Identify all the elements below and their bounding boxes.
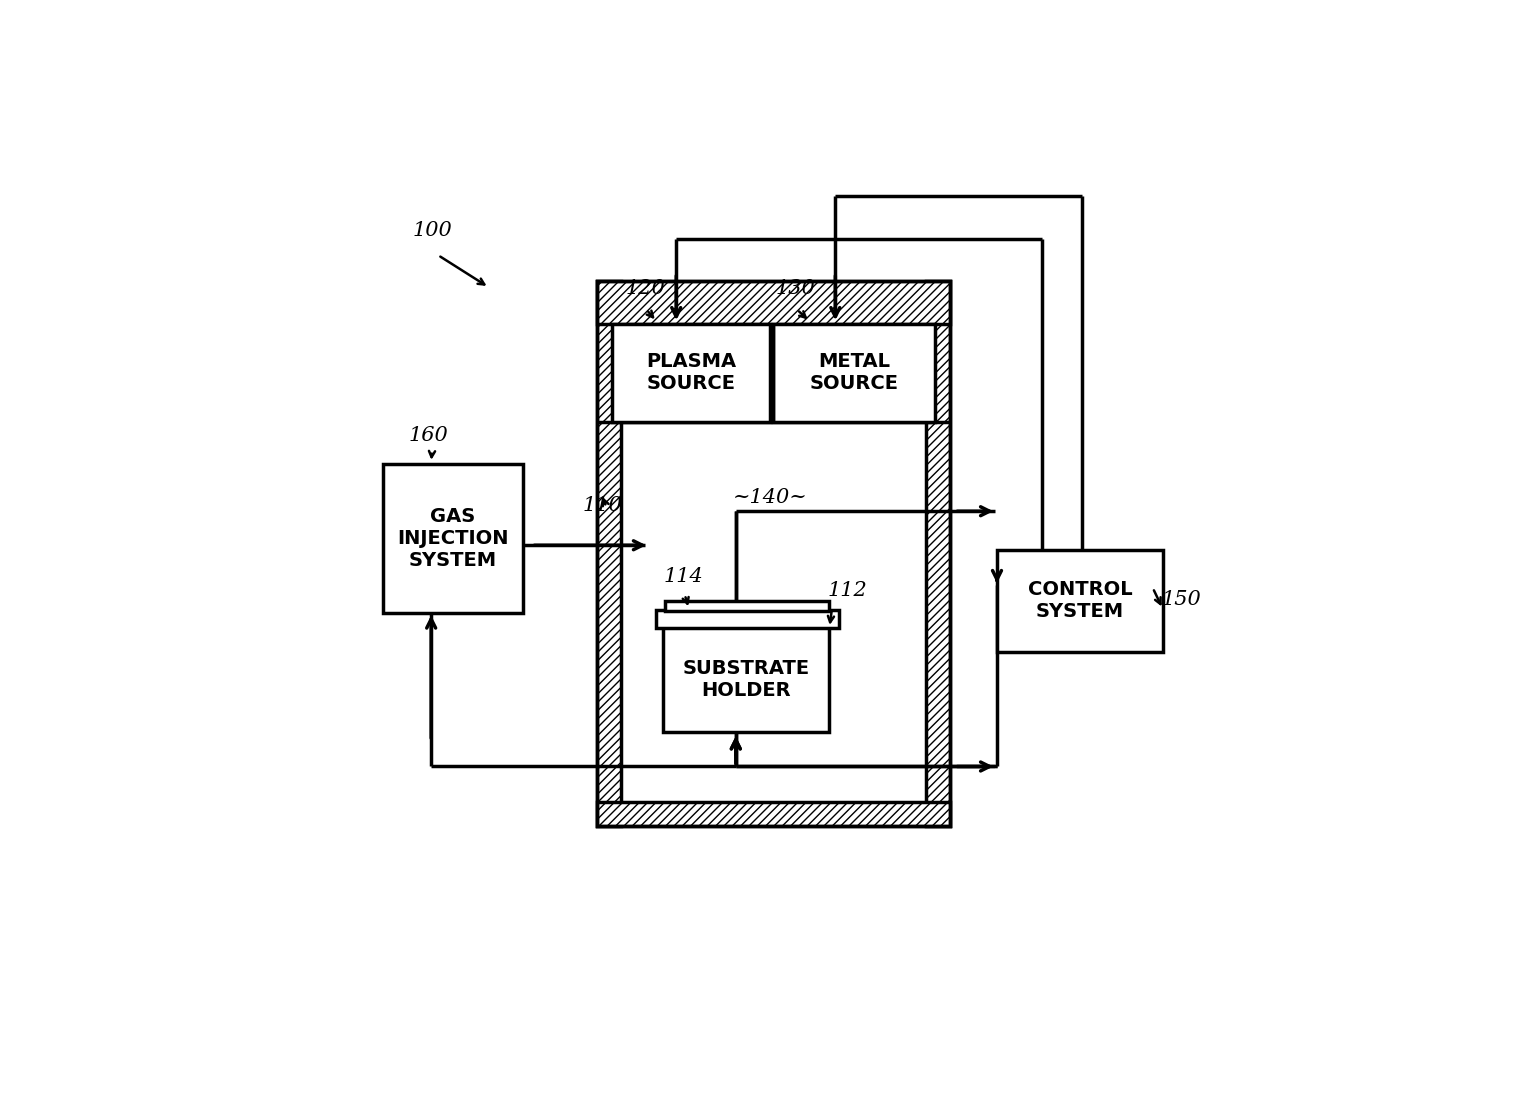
Text: 120: 120 [626,280,665,298]
Text: GAS
INJECTION
SYSTEM: GAS INJECTION SYSTEM [397,507,508,570]
Bar [773,324,935,422]
Bar [927,282,950,827]
Text: 150: 150 [1161,590,1201,609]
Text: 100: 100 [412,221,452,241]
Bar [597,282,950,324]
Bar [597,802,950,827]
Text: METAL
SOURCE: METAL SOURCE [810,352,898,393]
Text: 112: 112 [828,581,868,600]
Bar [597,282,621,827]
Text: SUBSTRATE
HOLDER: SUBSTRATE HOLDER [683,659,810,699]
Text: CONTROL
SYSTEM: CONTROL SYSTEM [1027,580,1132,621]
Bar [597,282,950,827]
Bar [621,422,927,802]
Bar [664,627,829,733]
Text: ~140~: ~140~ [734,487,808,507]
Text: 160: 160 [408,425,447,444]
Bar [997,549,1163,652]
Text: 114: 114 [664,567,703,586]
Bar [656,610,839,628]
Bar [665,601,829,611]
Text: PLASMA
SOURCE: PLASMA SOURCE [645,352,737,393]
Bar [382,464,524,613]
Text: 110: 110 [583,496,622,515]
Text: 130: 130 [776,280,816,298]
Bar [612,324,770,422]
